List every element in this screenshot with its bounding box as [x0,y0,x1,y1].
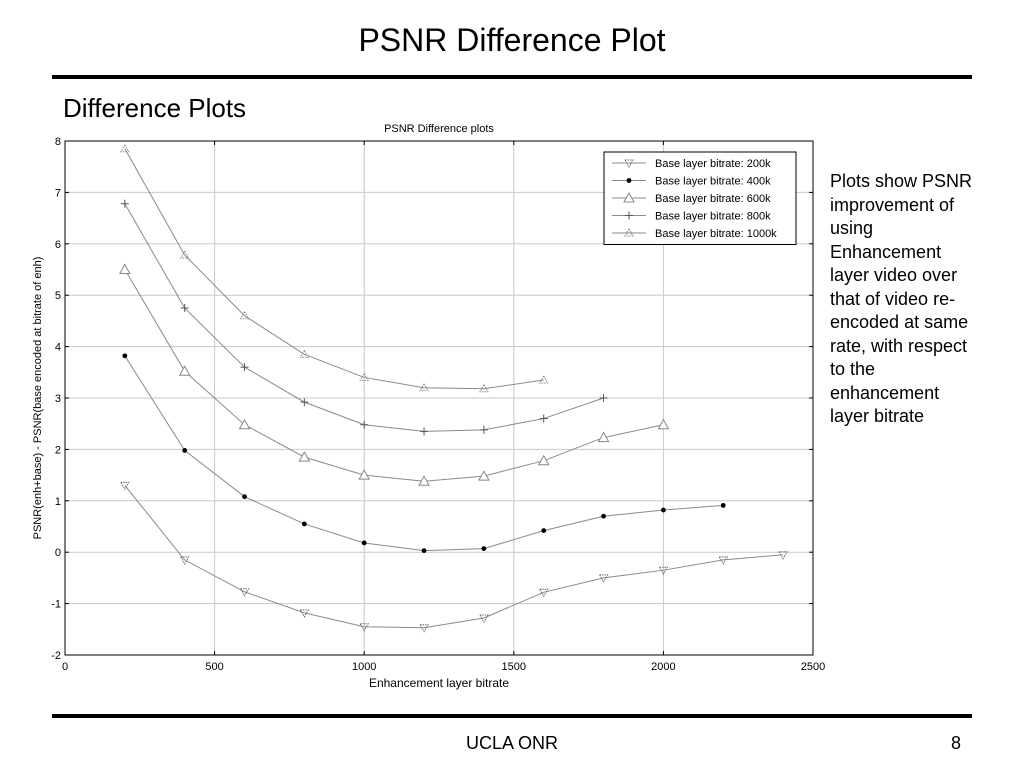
data-point [359,623,370,632]
y-tick-label: -2 [51,650,61,662]
data-point [537,454,550,466]
x-tick-label: 1500 [502,661,526,673]
y-tick-label: 7 [55,187,61,199]
data-point [778,551,788,560]
y-tick-label: 0 [55,547,61,559]
y-tick-label: 4 [55,342,61,354]
series-line-1 [124,485,784,629]
data-point [299,349,310,358]
data-point [239,310,250,320]
data-point [240,363,249,372]
data-point [538,375,549,384]
series-line-5 [124,148,544,390]
legend-marker [626,178,632,183]
y-tick-label: 8 [55,136,61,148]
data-point [421,548,427,554]
data-point [658,566,669,576]
legend-label: Base layer bitrate: 1000k [655,228,777,240]
y-tick-label: 5 [55,290,61,302]
data-point [541,528,547,534]
data-point [298,451,311,462]
data-point [361,540,367,546]
data-point [360,420,369,429]
data-point [661,507,666,513]
legend-label: Base layer bitrate: 200k [655,158,771,170]
data-point [479,425,488,434]
x-tick-label: 500 [205,661,223,673]
data-point [481,546,487,552]
slide-subtitle: Difference Plots [63,93,247,123]
data-point [119,481,130,491]
data-point [359,372,370,381]
slide-title: PSNR Difference Plot [358,22,666,58]
data-point [119,143,130,153]
data-point [182,448,188,453]
legend-label: Base layer bitrate: 400k [655,176,771,188]
y-tick-label: 2 [55,444,61,456]
data-point [238,418,251,430]
data-point [601,513,606,519]
y-tick-label: 6 [55,239,61,251]
series-line-3 [124,269,664,482]
data-point [419,624,429,633]
data-point [718,556,729,565]
legend-label: Base layer bitrate: 600k [655,193,771,205]
data-point [720,503,726,508]
data-point [418,475,430,486]
data-point [179,556,190,565]
legend-marker [624,159,634,169]
data-point [598,574,609,583]
page-number: 8 [951,733,962,753]
data-point [597,431,610,443]
data-point [358,469,371,480]
footer-text: UCLA ONR [465,733,559,753]
data-point [538,588,549,598]
x-tick-label: 0 [62,661,68,673]
legend-label: Base layer bitrate: 800k [655,211,771,223]
legend-marker [623,191,635,203]
legend-marker [624,227,634,237]
data-point [301,521,307,527]
chart-description: Plots show PSNR improvement of using Enh… [830,171,973,426]
legend-marker [625,211,633,220]
data-point [178,365,191,376]
chart-title: PSNR Difference plots [384,123,494,135]
data-point [180,304,189,313]
y-tick-label: 1 [55,496,61,508]
y-tick-label: 3 [55,393,61,405]
data-point [478,470,490,481]
data-point [299,609,310,618]
data-point [118,263,131,274]
data-point [420,427,429,436]
data-point [419,382,429,392]
data-point [599,394,608,402]
data-point [122,353,128,359]
data-point [657,418,670,430]
data-point [300,398,309,407]
axes-frame [64,140,814,656]
data-point [479,383,489,393]
x-tick-label: 1000 [352,661,376,673]
data-point [479,614,489,623]
data-point [239,588,250,597]
title-divider [52,75,972,79]
data-point [242,494,247,500]
x-axis-label: Enhancement layer bitrate [369,676,509,690]
data-point [539,414,548,423]
footer-divider [52,714,972,718]
data-point [120,199,129,208]
y-tick-label: -1 [51,599,61,611]
data-point [179,250,190,259]
x-tick-label: 2500 [801,661,825,673]
y-axis-label: PSNR(enh+base) - PSNR(base encoded at bi… [32,257,44,540]
x-tick-label: 2000 [651,661,675,673]
